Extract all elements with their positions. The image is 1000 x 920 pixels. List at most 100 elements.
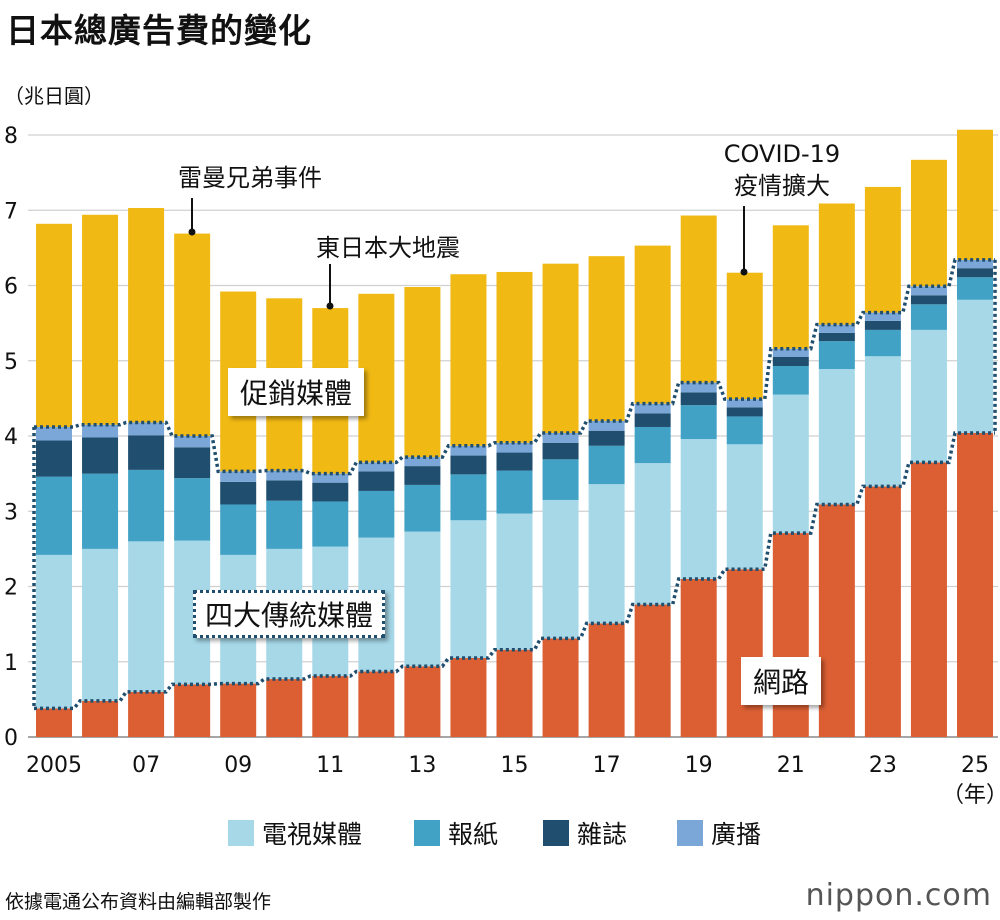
bar-廣播-2025 [957,259,993,269]
bar-廣播-2024 [910,286,947,296]
x-tick-label: 23 [869,753,897,778]
bar-網路-2020 [726,569,763,737]
bar-廣播-2010 [266,470,303,481]
bar-報紙-2013 [404,484,441,532]
bar-廣播-2016 [542,432,579,443]
bar-報紙-2018 [634,426,671,464]
bar-網路-2011 [312,676,349,737]
annotation-text: 東日本大地震 [316,234,460,262]
bar-報紙-2005 [36,476,72,555]
x-tick-label: 11 [316,753,344,778]
bar-網路-2015 [496,649,533,737]
bar-促銷媒體-2019 [680,215,717,383]
bar-促銷媒體-2021 [772,225,809,349]
y-tick-label: 7 [4,199,18,224]
bar-報紙-2019 [680,405,717,440]
bar-廣播-2021 [772,348,809,357]
bar-電視媒體-2017 [588,484,625,624]
bar-報紙-2023 [864,329,901,357]
bar-雜誌-2009 [220,481,257,505]
annotation-text: 雷曼兄弟事件 [178,164,322,192]
bar-雜誌-2021 [772,356,809,367]
bar-廣播-2005 [36,426,72,441]
x-tick-label: 19 [685,753,713,778]
bar-促銷媒體-2015 [496,271,533,443]
bar-網路-2010 [266,679,303,737]
bar-促銷媒體-2022 [818,203,855,325]
internet-outline [34,431,995,711]
bar-電視媒體-2007 [128,541,165,692]
bar-網路-2018 [634,604,671,737]
annotation-dot [740,268,748,276]
nippon-logo: nippon.com [805,878,992,913]
bar-促銷媒體-2012 [358,293,395,463]
y-tick-label: 0 [4,726,18,751]
bar-廣播-2006 [82,424,119,438]
annotation-text: 疫情擴大 [734,172,830,200]
bar-雜誌-2008 [174,447,211,479]
legend-label: 電視媒體 [262,820,363,849]
bar-報紙-2017 [588,445,625,485]
bar-廣播-2013 [404,457,441,467]
bar-雜誌-2015 [496,452,533,471]
bar-廣播-2019 [680,382,717,393]
legend-swatch [228,820,254,846]
bar-網路-2024 [910,462,947,737]
label-internet: 網路 [741,657,822,705]
x-tick-label: 07 [132,753,160,778]
chart-title: 日本總廣告費的變化 [6,11,312,50]
bar-廣播-2015 [496,442,533,453]
bar-報紙-2021 [772,366,809,395]
x-axis-unit: （年） [942,783,1000,808]
y-axis-unit: （兆日圓） [4,84,104,108]
bar-廣播-2020 [726,399,763,408]
bar-報紙-2008 [174,478,211,541]
x-tick-label: 25 [961,753,989,778]
bar-報紙-2024 [910,304,947,330]
bar-網路-2016 [542,638,579,737]
bar-雜誌-2016 [542,442,579,460]
legend: 電視媒體 報紙 雜誌 廣播 [0,815,1000,855]
bar-雜誌-2024 [910,295,947,305]
bar-促銷媒體-2020 [726,272,763,400]
bar-促銷媒體-2008 [174,233,211,436]
label-four-media: 四大傳統媒體 [193,590,386,638]
bar-雜誌-2017 [588,430,625,446]
bar-廣播-2014 [450,445,487,456]
bar-雜誌-2018 [634,413,671,427]
legend-label: 廣播 [711,820,762,849]
bar-網路-2013 [404,666,441,737]
bar-雜誌-2013 [404,466,441,485]
bar-電視媒體-2015 [496,513,533,650]
bar-電視媒體-2005 [36,554,72,709]
source-note: 依據電通公布資料由編輯部製作 [5,891,272,913]
x-tick-label: 17 [593,753,621,778]
y-tick-label: 8 [4,124,18,149]
x-tick-label: 15 [501,753,529,778]
bar-電視媒體-2024 [910,329,947,463]
bar-網路-2017 [588,623,625,737]
bar-報紙-2016 [542,459,579,500]
bar-網路-2023 [864,486,901,737]
bar-促銷媒體-2017 [588,256,625,421]
x-tick-label: 13 [408,753,436,778]
bar-促銷媒體-2014 [450,274,487,446]
bar-雜誌-2010 [266,480,303,501]
bar-雜誌-2012 [358,471,395,491]
bar-雜誌-2023 [864,320,901,330]
bar-網路-2005 [36,708,72,737]
bar-網路-2021 [772,533,809,737]
legend-label: 雜誌 [577,820,628,849]
y-tick-label: 4 [4,425,18,450]
bar-電視媒體-2018 [634,463,671,605]
bar-廣播-2022 [818,324,855,333]
bar-網路-2019 [680,578,717,737]
bar-促銷媒體-2013 [404,287,441,458]
bar-報紙-2009 [220,504,257,555]
bar-廣播-2007 [128,422,165,436]
bar-網路-2025 [957,432,993,737]
bar-報紙-2012 [358,490,395,538]
x-tick-label: 09 [224,753,252,778]
bar-電視媒體-2019 [680,439,717,579]
bar-促銷媒體-2023 [864,186,901,313]
